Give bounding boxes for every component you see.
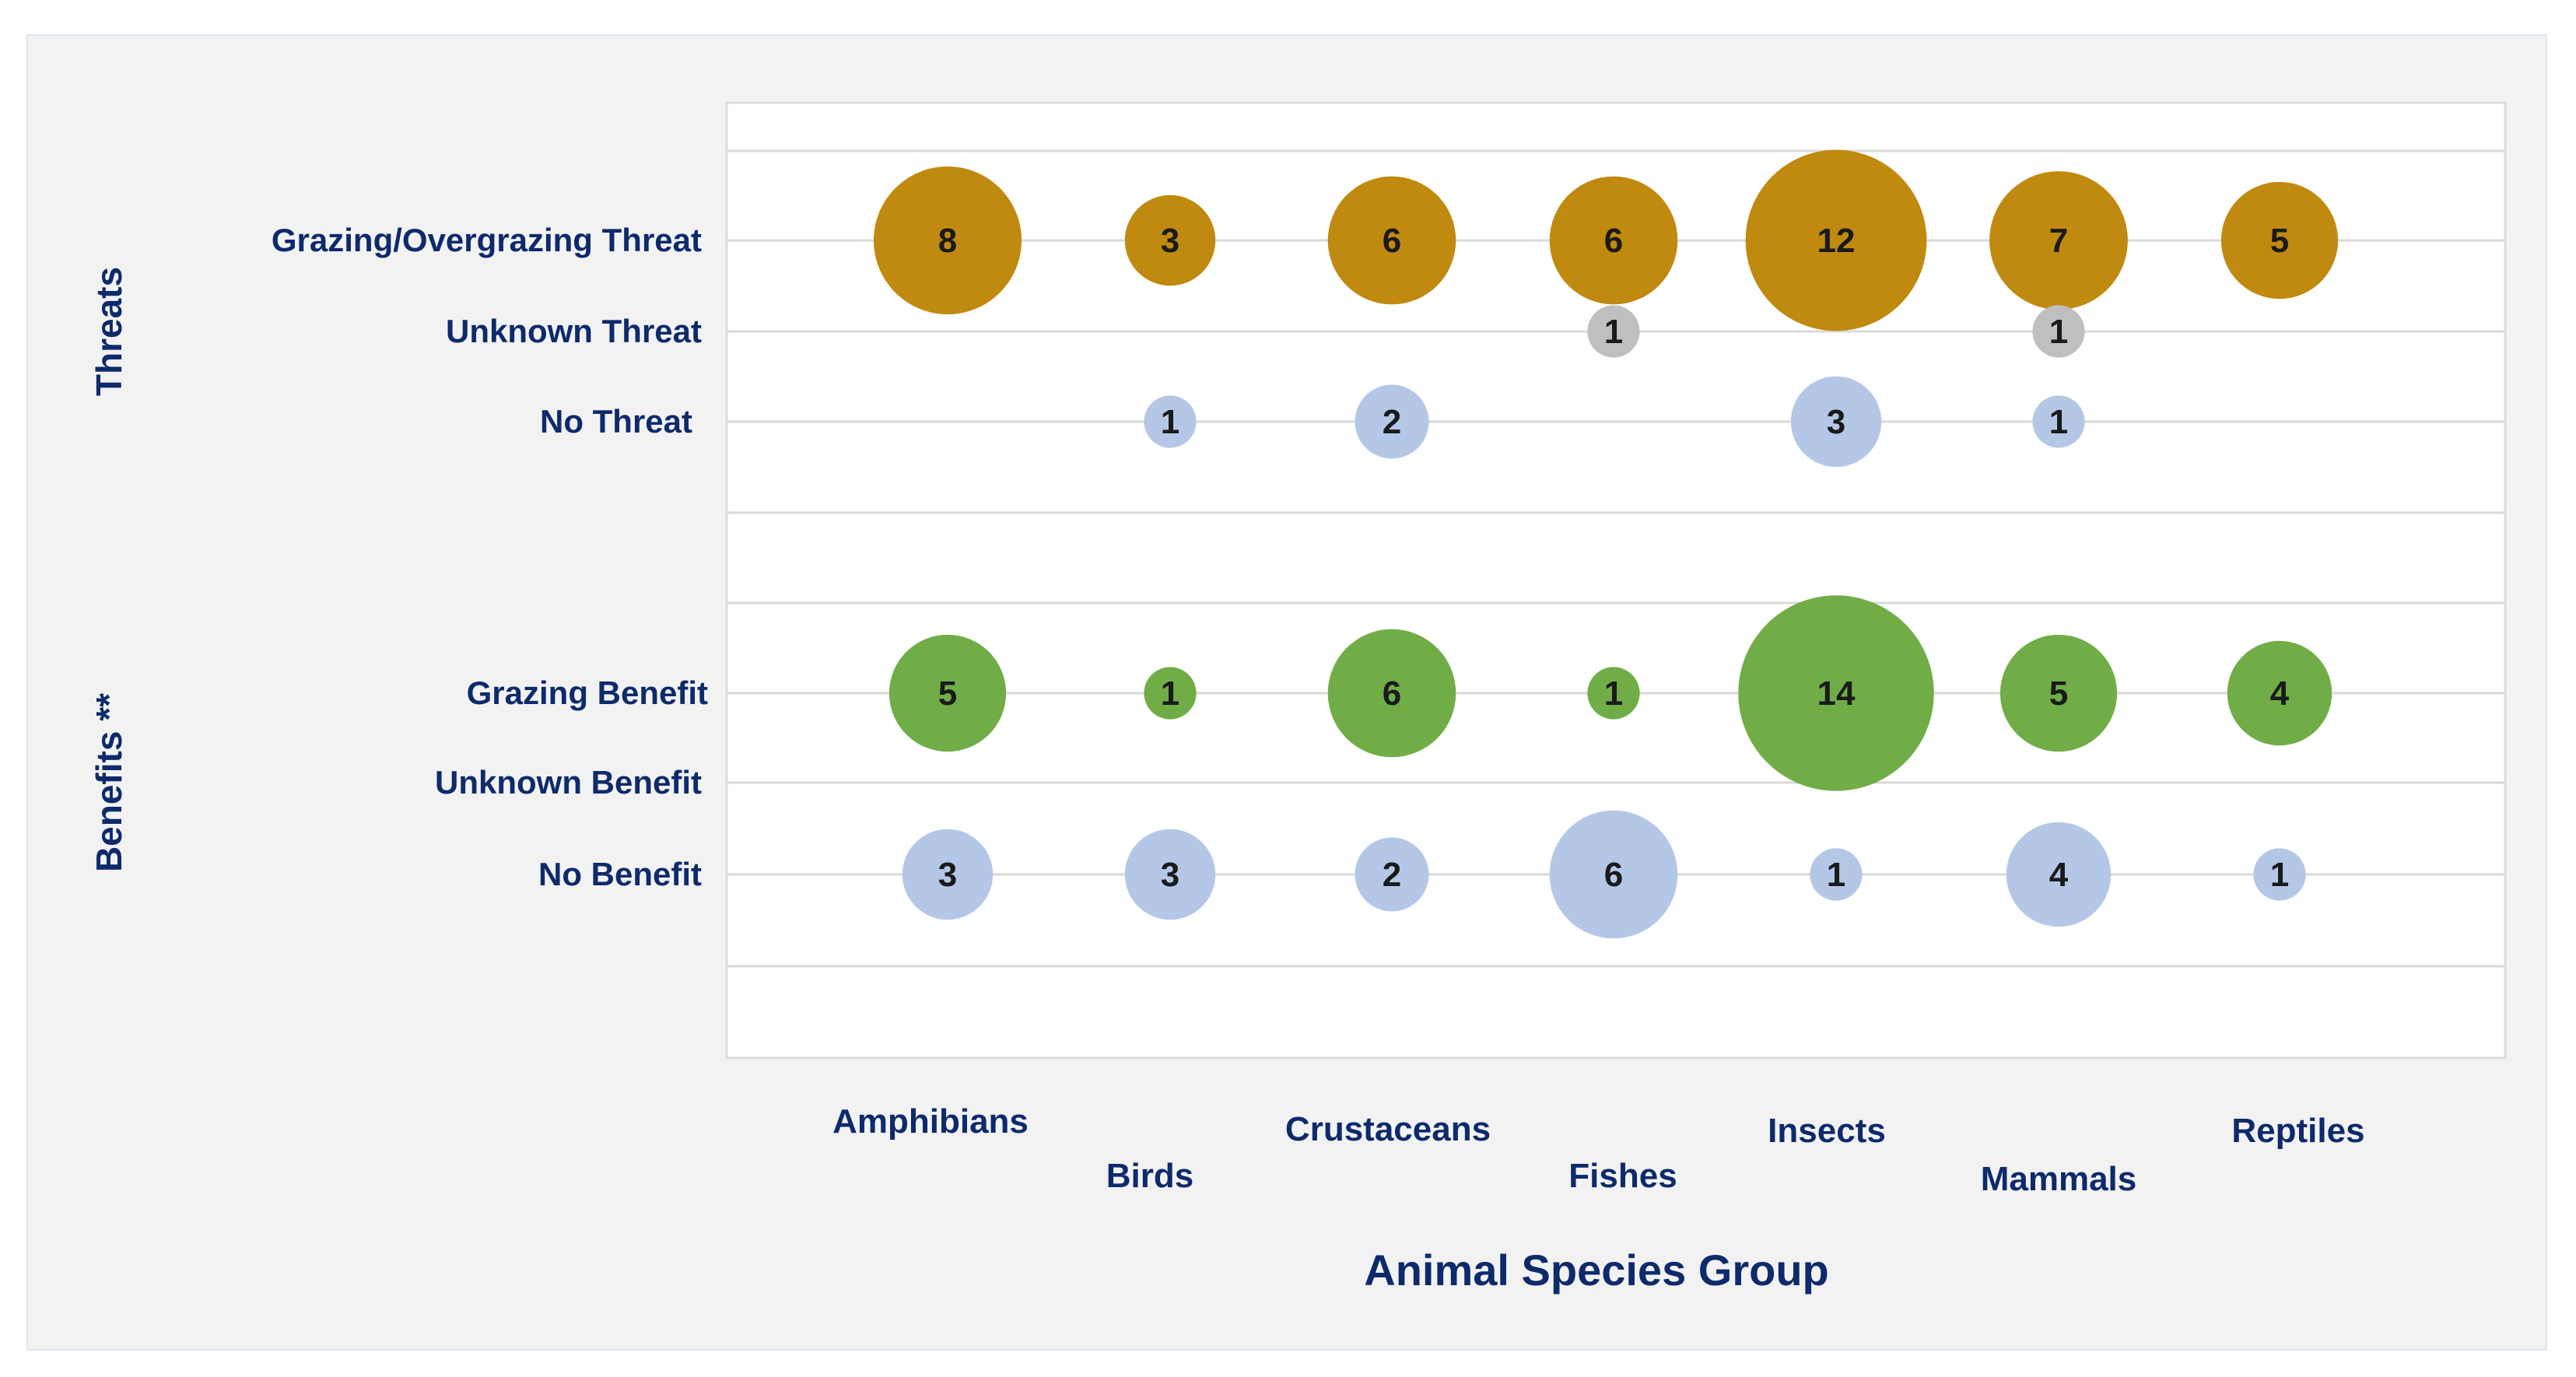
group-label-benefits: Benefits ** bbox=[89, 693, 129, 872]
category-label-birds: Birds bbox=[1106, 1157, 1193, 1195]
bubble-value-grazing-benefit-reptiles: 4 bbox=[2270, 674, 2290, 713]
bubble-value-no-benefit-insects: 1 bbox=[1827, 856, 1845, 894]
bubble-grazing-benefit-birds bbox=[1144, 667, 1197, 720]
bubble-value-grazing-benefit-mammals: 5 bbox=[2049, 674, 2068, 713]
bubble-unknown-threat-fishes bbox=[1587, 305, 1640, 358]
bubble-value-grazing-benefit-insects: 14 bbox=[1817, 674, 1856, 713]
bubble-value-grazing-overgrazing-threat-birds: 3 bbox=[1161, 222, 1179, 260]
row-label-no-benefit: No Benefit bbox=[538, 856, 702, 892]
bubble-value-no-benefit-birds: 3 bbox=[1161, 856, 1179, 894]
bubble-chart: Grazing/Overgrazing Threat Unknown Threat… bbox=[89, 101, 2507, 1295]
bubble-grazing-overgrazing-threat-reptiles bbox=[2220, 181, 2339, 300]
row-label-no-threat: No Threat bbox=[540, 403, 692, 440]
bubble-unknown-threat-mammals bbox=[2032, 305, 2085, 358]
bubble-no-benefit-crustaceans bbox=[1355, 837, 1429, 912]
bubble-no-threat-crustaceans bbox=[1355, 384, 1429, 459]
bubble-grazing-benefit-mammals bbox=[1999, 634, 2118, 752]
bubble-grazing-overgrazing-threat-mammals bbox=[1989, 171, 2128, 310]
category-label-mammals: Mammals bbox=[1981, 1160, 2137, 1198]
bubble-grazing-benefit-fishes bbox=[1587, 667, 1640, 720]
bubble-value-grazing-overgrazing-threat-amphibians: 8 bbox=[938, 222, 957, 260]
bubble-value-grazing-overgrazing-threat-insects: 12 bbox=[1817, 222, 1856, 260]
bubble-value-no-benefit-fishes: 6 bbox=[1604, 856, 1623, 894]
bubble-grazing-benefit-amphibians bbox=[888, 634, 1007, 752]
bubble-grazing-overgrazing-threat-birds bbox=[1124, 194, 1216, 286]
bubble-value-no-threat-crustaceans: 2 bbox=[1383, 403, 1401, 441]
bubble-no-benefit-insects bbox=[1810, 848, 1863, 901]
row-label-grazing-overgrazing-threat: Grazing/Overgrazing Threat bbox=[272, 222, 702, 258]
bubble-grazing-benefit-reptiles bbox=[2227, 640, 2332, 746]
bubble-value-grazing-overgrazing-threat-fishes: 6 bbox=[1604, 222, 1623, 260]
bubble-value-grazing-benefit-fishes: 1 bbox=[1604, 674, 1623, 713]
category-label-crustaceans: Crustaceans bbox=[1285, 1110, 1491, 1148]
row-label-unknown-benefit: Unknown Benefit bbox=[435, 764, 702, 801]
row-label-unknown-threat: Unknown Threat bbox=[446, 313, 702, 349]
bubble-value-no-benefit-mammals: 4 bbox=[2049, 856, 2069, 894]
bubble-no-threat-birds bbox=[1144, 395, 1197, 448]
category-label-fishes: Fishes bbox=[1568, 1157, 1677, 1195]
bubble-value-grazing-overgrazing-threat-reptiles: 5 bbox=[2270, 222, 2289, 260]
bubble-value-grazing-overgrazing-threat-crustaceans: 6 bbox=[1383, 222, 1401, 260]
bubble-grazing-overgrazing-threat-fishes bbox=[1549, 176, 1678, 305]
bubble-grazing-benefit-crustaceans bbox=[1327, 629, 1456, 758]
bubble-no-benefit-fishes bbox=[1549, 810, 1678, 939]
group-label-threats: Threats bbox=[89, 267, 129, 396]
bubble-value-grazing-benefit-crustaceans: 6 bbox=[1383, 674, 1401, 713]
row-label-grazing-benefit: Grazing Benefit bbox=[467, 674, 708, 711]
chart-panel: Grazing/Overgrazing Threat Unknown Threat… bbox=[26, 34, 2547, 1351]
category-label-insects: Insects bbox=[1768, 1112, 1886, 1150]
bubble-grazing-overgrazing-threat-insects bbox=[1745, 149, 1927, 331]
bubble-value-unknown-threat-mammals: 1 bbox=[2049, 313, 2068, 351]
bubble-no-threat-insects bbox=[1790, 376, 1882, 468]
bubble-no-benefit-reptiles bbox=[2253, 848, 2306, 901]
bubble-value-grazing-benefit-amphibians: 5 bbox=[938, 674, 957, 713]
bubble-grazing-overgrazing-threat-amphibians bbox=[873, 166, 1022, 315]
bubble-value-no-threat-mammals: 1 bbox=[2049, 403, 2068, 441]
bubble-no-benefit-amphibians bbox=[902, 829, 994, 920]
bubble-value-grazing-overgrazing-threat-mammals: 7 bbox=[2049, 222, 2068, 260]
bubble-no-threat-mammals bbox=[2032, 395, 2085, 448]
bubble-value-grazing-benefit-birds: 1 bbox=[1161, 674, 1179, 713]
x-axis-title: Animal Species Group bbox=[1364, 1246, 1829, 1295]
bubble-value-no-benefit-reptiles: 1 bbox=[2270, 856, 2289, 894]
category-label-reptiles: Reptiles bbox=[2231, 1112, 2364, 1150]
bubble-value-unknown-threat-fishes: 1 bbox=[1604, 313, 1623, 351]
bubble-grazing-overgrazing-threat-crustaceans bbox=[1327, 176, 1456, 305]
bubble-value-no-benefit-crustaceans: 2 bbox=[1383, 856, 1401, 894]
bubble-value-no-threat-insects: 3 bbox=[1827, 403, 1845, 441]
bubble-no-benefit-birds bbox=[1124, 829, 1216, 920]
bubble-value-no-threat-birds: 1 bbox=[1161, 403, 1179, 441]
bubble-grazing-benefit-insects bbox=[1738, 595, 1934, 791]
category-label-amphibians: Amphibians bbox=[832, 1102, 1029, 1140]
bubble-value-no-benefit-amphibians: 3 bbox=[938, 856, 957, 894]
bubble-no-benefit-mammals bbox=[2006, 822, 2112, 927]
